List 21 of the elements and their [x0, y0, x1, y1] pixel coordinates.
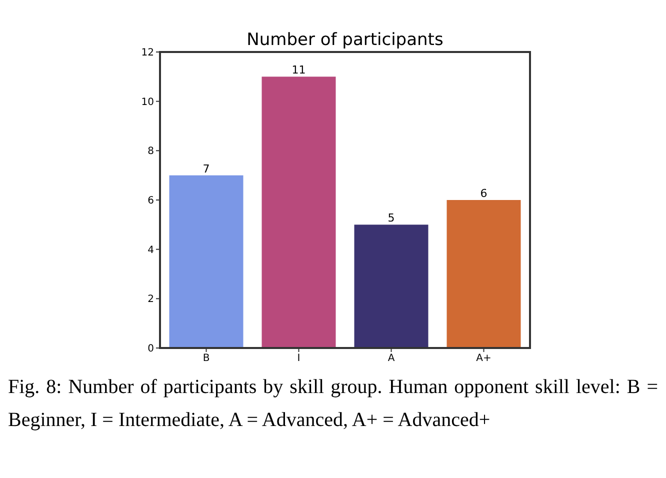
bar [262, 76, 336, 348]
data-label: 11 [292, 64, 306, 77]
y-tick-label: 4 [148, 244, 154, 256]
y-tick-label: 0 [148, 344, 154, 354]
x-tick-label: A+ [476, 353, 492, 364]
data-label: 6 [480, 187, 488, 200]
y-tick-label: 12 [141, 48, 154, 58]
caption: Fig. 8: Number of participants by skill group. Human opponent skill level: B = Beginner, I = Intermediate, A = Advanced, A+ = Advanced+ [8, 375, 658, 433]
x-tick-label: B [202, 353, 210, 364]
bar [354, 224, 428, 348]
chart-title: Number of participants [246, 30, 444, 50]
y-tick-label: 2 [148, 294, 154, 306]
y-tick-label: 6 [148, 196, 154, 206]
y-tick-label: 8 [148, 146, 154, 158]
y-tick-label: 10 [141, 96, 154, 108]
data-label: 7 [202, 162, 210, 176]
x-tick-label: A [388, 353, 395, 364]
data-label: 5 [388, 212, 395, 225]
bar [446, 200, 521, 348]
bar [169, 175, 244, 348]
x-tick-label: I [297, 353, 300, 364]
